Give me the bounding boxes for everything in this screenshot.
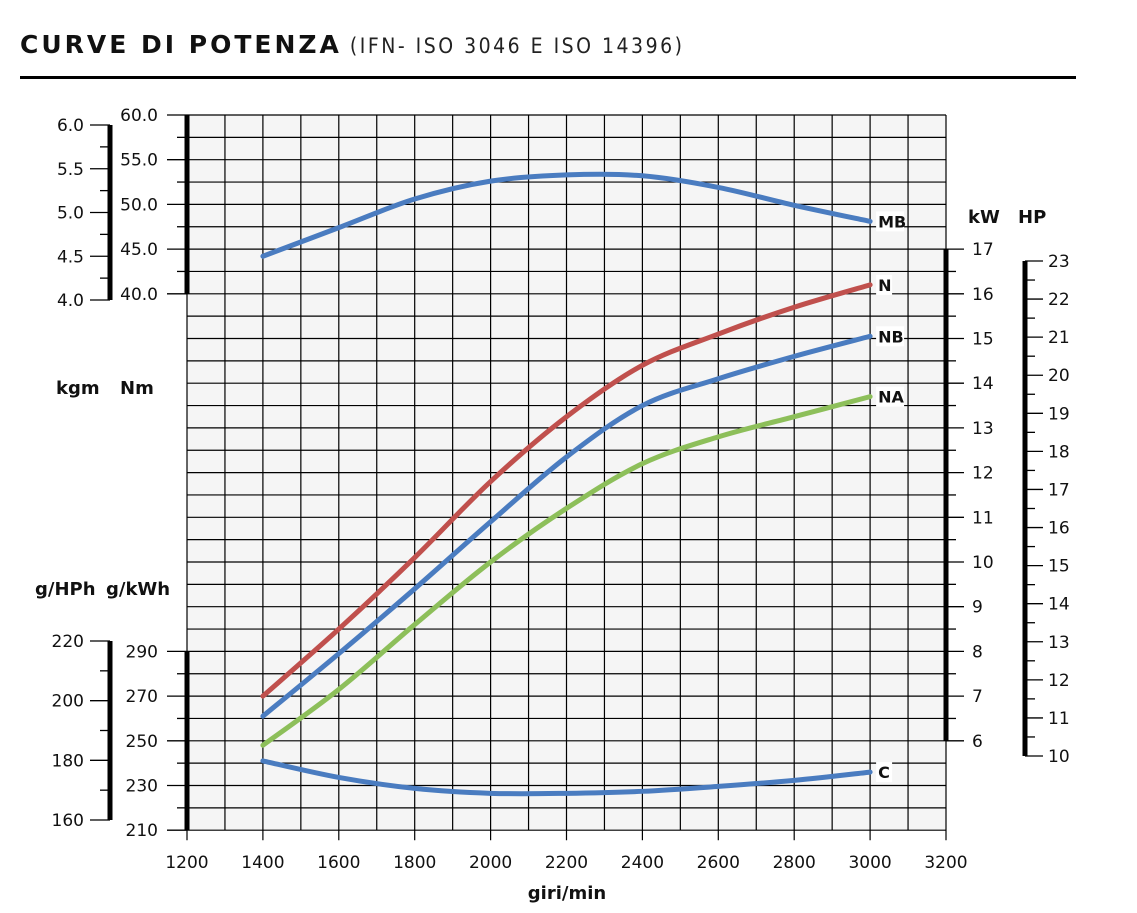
curve-n [260,282,873,699]
kw-tick-label: 10 [972,553,994,573]
curve-nb [260,333,873,719]
curve-mb [260,171,873,259]
hp-tick-label: 18 [1048,442,1070,462]
kgm-tick-label: 5.5 [57,160,84,180]
gkwh-tick-label: 290 [126,642,158,662]
title-subtitle: (IFN- ISO 3046 E ISO 14396) [349,34,685,58]
hp-tick-label: 10 [1048,747,1070,767]
kgm-tick-label: 4.0 [57,291,84,311]
nm-tick-label: 45.0 [120,240,158,260]
hp-axis-label: HP [1018,207,1046,228]
ghph-tick-label: 220 [52,632,84,652]
hp-tick-label: 20 [1048,366,1070,386]
kw-tick-label: 7 [972,687,983,707]
kw-tick-label: 9 [972,598,983,618]
gkwh-tick-label: 270 [126,687,158,707]
title-main: CURVE DI POTENZA [20,30,342,59]
hp-tick-label: 17 [1048,480,1070,500]
hp-tick-label: 23 [1048,252,1070,272]
x-tick-label: 1200 [165,853,208,873]
kw-tick-label: 15 [972,330,994,350]
curve-label-bg-mb [876,211,905,232]
gkwh-axis-label: g/kWh [106,579,170,600]
hp-tick-label: 11 [1048,709,1070,729]
hp-tick-label: 15 [1048,557,1070,577]
nm-tick-label: 40.0 [120,285,158,305]
ghph-tick-label: 200 [52,692,84,712]
curve-label-n: N [878,276,891,295]
curve-label-mb: MB [878,212,906,231]
kgm-tick-label: 5.0 [57,204,84,224]
x-axis-label: giri/min [528,883,606,904]
nm-axis-label: Nm [120,378,154,399]
x-tick-label: 2000 [469,853,512,873]
x-tick-label: 1600 [317,853,360,873]
kw-tick-label: 12 [972,464,994,484]
kw-tick-label: 13 [972,419,994,439]
hp-tick-label: 22 [1048,290,1070,310]
x-tick-label: 2800 [773,853,816,873]
kw-tick-label: 14 [972,374,994,394]
curve-label-c: C [878,763,890,782]
nm-tick-label: 50.0 [120,195,158,215]
x-tick-label: 1400 [241,853,284,873]
curve-na [260,394,873,748]
chart-title: CURVE DI POTENZA (IFN- ISO 3046 E ISO 143… [20,30,684,59]
x-tick-label: 1800 [393,853,436,873]
kw-tick-label: 8 [972,642,983,662]
curve-label-bg-na [876,386,905,407]
hp-tick-label: 19 [1048,404,1070,424]
kgm-tick-label: 4.5 [57,247,84,267]
x-tick-label: 2200 [545,853,588,873]
hp-tick-label: 13 [1048,633,1070,653]
x-tick-label: 2400 [621,853,664,873]
kw-tick-label: 6 [972,732,983,752]
curve-label-bg-c [876,762,893,783]
hp-tick-label: 16 [1048,519,1070,539]
gkwh-tick-label: 230 [126,777,158,797]
nm-tick-label: 55.0 [120,151,158,171]
gkwh-tick-label: 210 [126,821,158,841]
kgm-axis-label: kgm [56,378,100,399]
kw-tick-label: 11 [972,508,994,528]
kw-axis-label: kW [968,207,1000,228]
kgm-tick-label: 6.0 [57,116,84,136]
curve-label-na: NA [878,388,904,407]
curve-c [260,758,873,797]
hp-tick-label: 14 [1048,595,1070,615]
x-tick-label: 3200 [924,853,967,873]
title-divider [20,76,1076,79]
curve-label-nb: NB [878,327,904,346]
grid [186,114,947,841]
curve-label-bg-nb [876,326,905,347]
ghph-tick-label: 160 [52,811,84,831]
x-tick-label: 3000 [848,853,891,873]
kw-tick-label: 16 [972,285,994,305]
gkwh-tick-label: 250 [126,732,158,752]
ghph-tick-label: 180 [52,751,84,771]
ghph-axis-label: g/HPh [35,579,96,600]
hp-tick-label: 12 [1048,671,1070,691]
nm-tick-label: 60.0 [120,106,158,126]
curve-label-bg-n [876,274,893,295]
hp-tick-label: 21 [1048,328,1070,348]
x-tick-label: 2600 [697,853,740,873]
kw-tick-label: 17 [972,240,994,260]
